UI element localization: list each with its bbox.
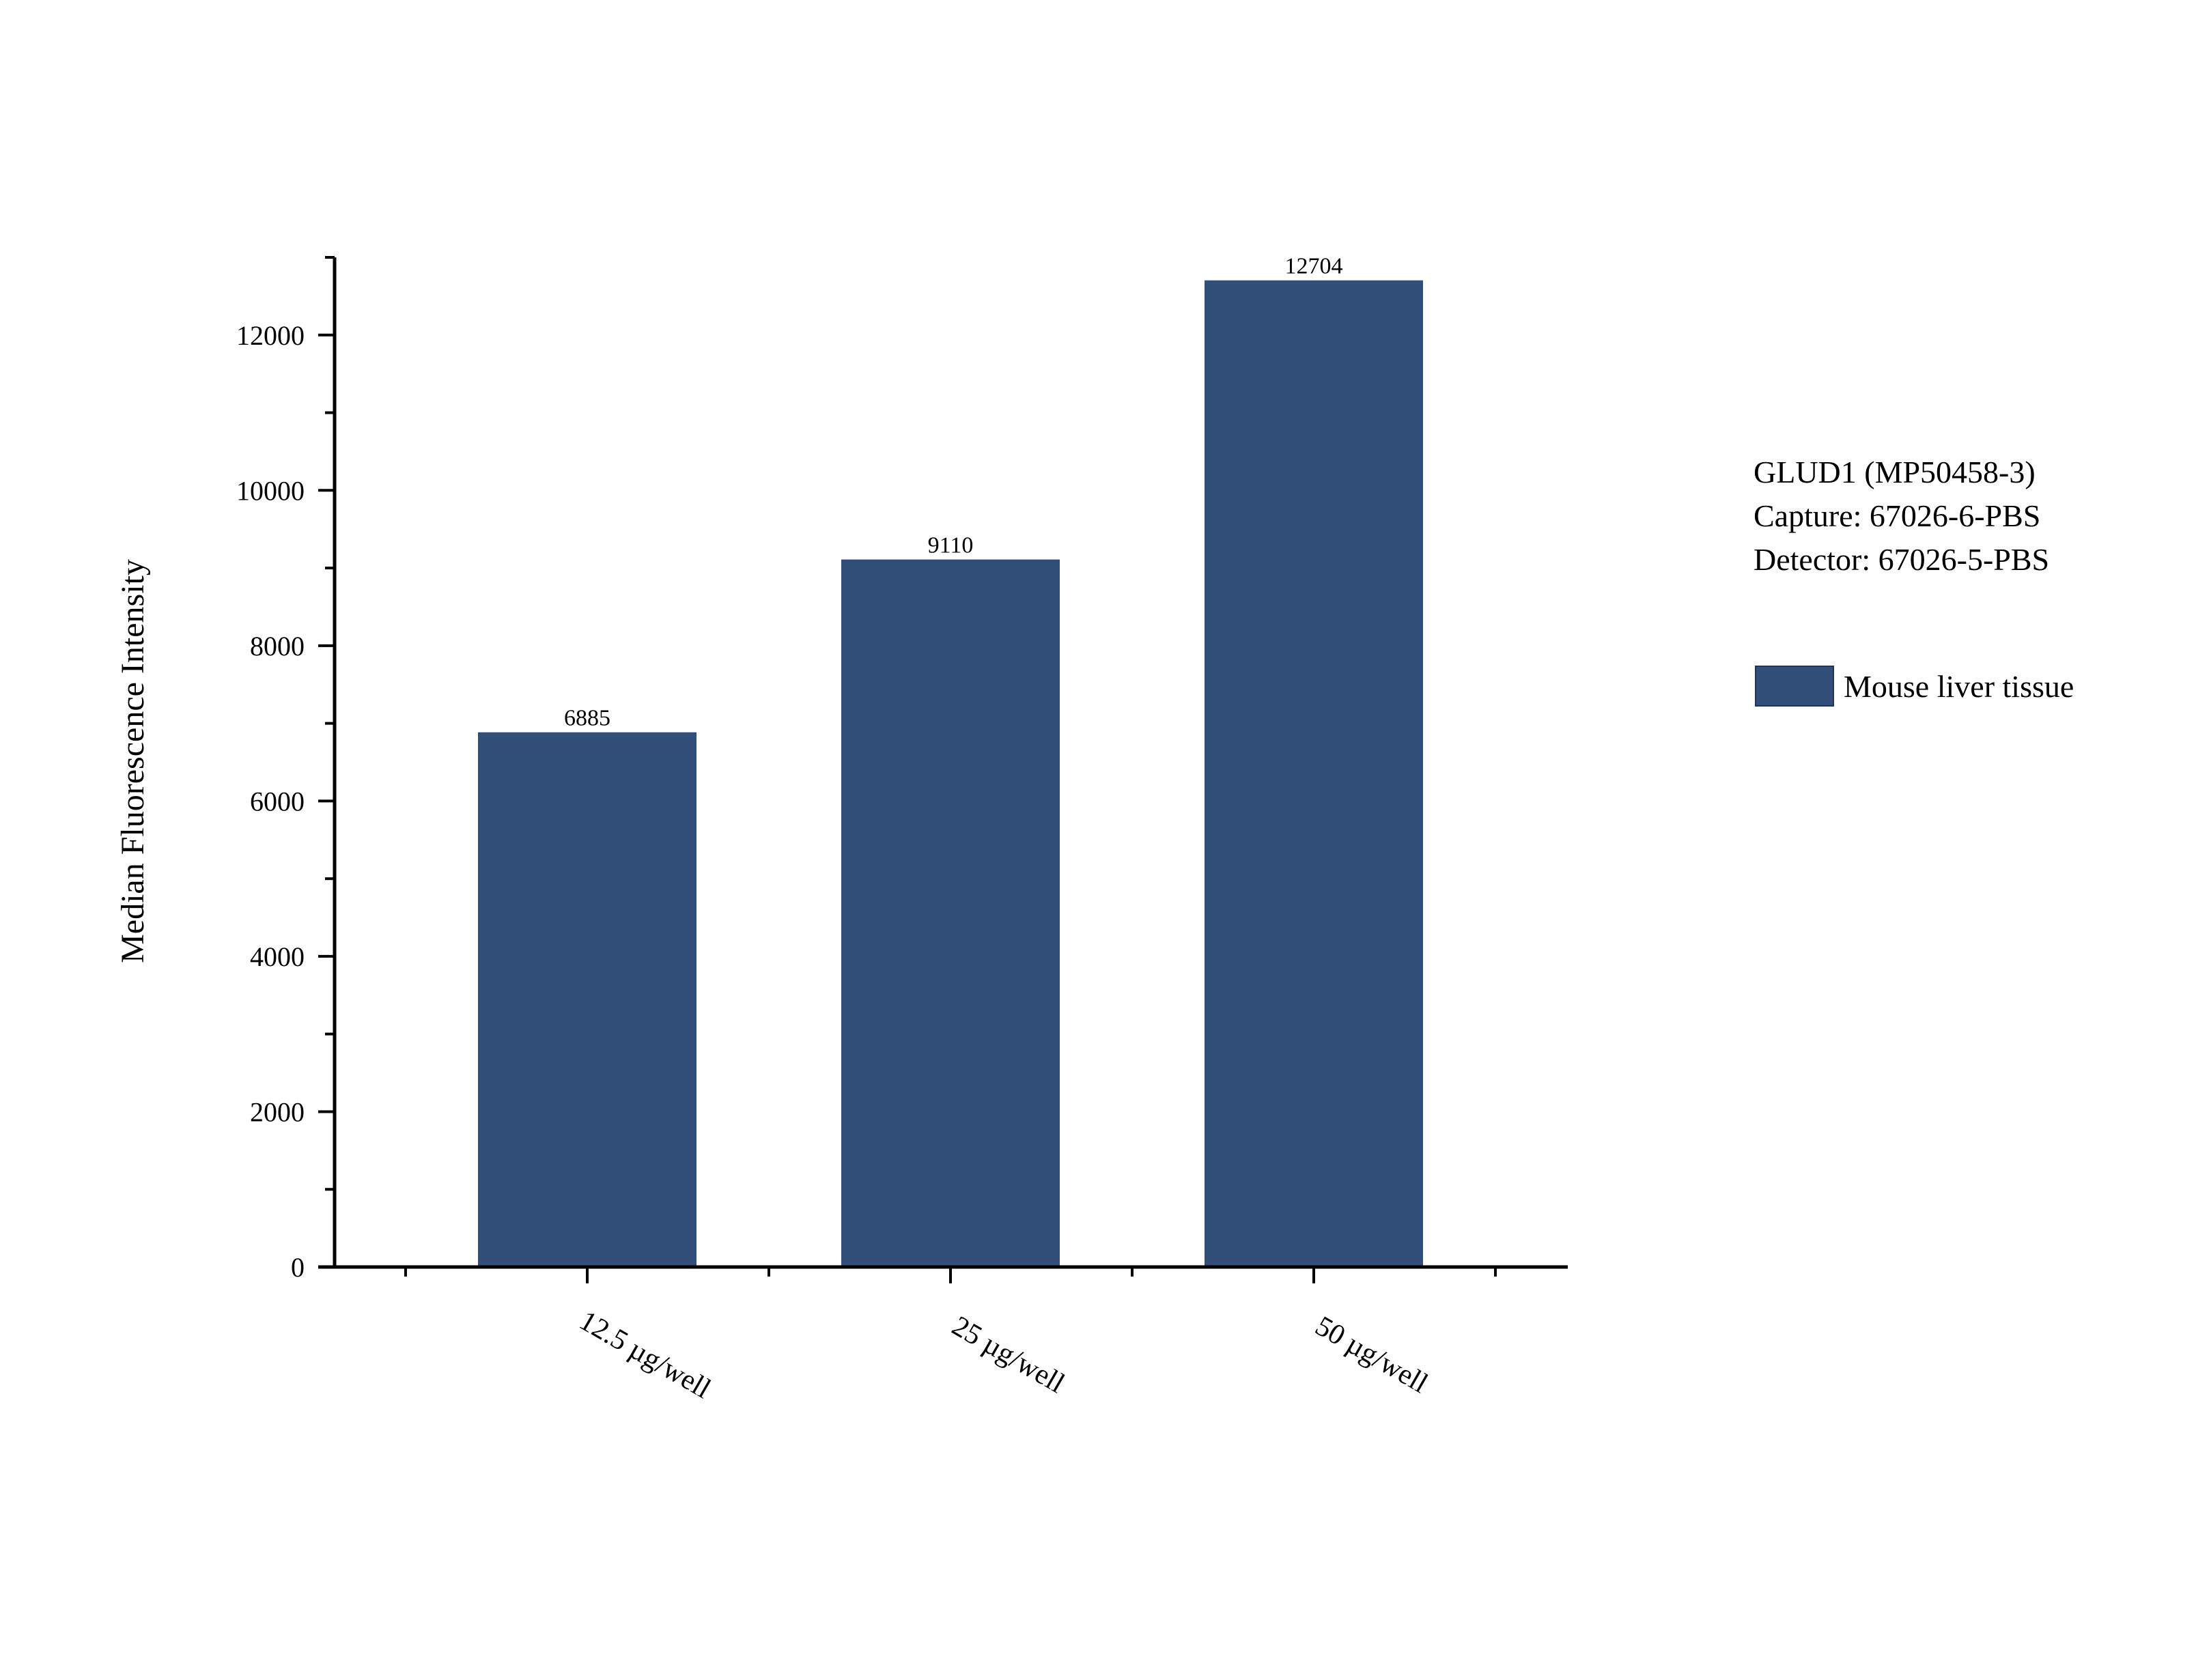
assay-target-label: GLUD1 (MP50458-3) <box>1754 455 2036 489</box>
y-tick-label: 6000 <box>250 786 305 816</box>
bar <box>841 559 1060 1268</box>
y-tick-label: 2000 <box>250 1096 305 1127</box>
bar-data-label: 9110 <box>928 533 974 558</box>
assay-info: GLUD1 (MP50458-3) Capture: 67026-6-PBS D… <box>1754 451 2049 582</box>
capture-antibody-label: Capture: 67026-6-PBS <box>1754 498 2041 533</box>
legend-swatch <box>1755 666 1834 707</box>
y-tick-label: 8000 <box>250 631 305 661</box>
detector-antibody-label: Detector: 67026-5-PBS <box>1754 542 2050 577</box>
y-tick-label: 10000 <box>236 475 305 506</box>
y-axis-ticks: 0 2000 4000 6000 8000 10000 12000 <box>236 256 335 1283</box>
y-tick-label: 0 <box>291 1252 305 1283</box>
bar-series <box>478 280 1423 1268</box>
bar <box>1205 280 1423 1268</box>
y-axis-title: Median Fluorescence Intensity <box>115 559 151 963</box>
x-tick-label: 25 µg/well <box>946 1310 1069 1399</box>
bar-data-label: 12704 <box>1285 254 1343 279</box>
x-axis-ticks <box>404 1267 1497 1283</box>
x-tick-label: 50 µg/well <box>1310 1310 1433 1399</box>
category-labels: 12.5 µg/well 25 µg/well 50 µg/well <box>574 1305 1433 1405</box>
bar-data-label: 6885 <box>564 706 610 731</box>
y-tick-label: 4000 <box>250 941 305 972</box>
data-labels: 6885 9110 12704 <box>564 254 1343 731</box>
legend-label: Mouse liver tissue <box>1844 668 2074 704</box>
bar <box>478 732 696 1267</box>
legend: Mouse liver tissue <box>1755 666 2074 707</box>
y-tick-label: 12000 <box>236 320 305 351</box>
x-tick-label: 12.5 µg/well <box>574 1305 716 1405</box>
